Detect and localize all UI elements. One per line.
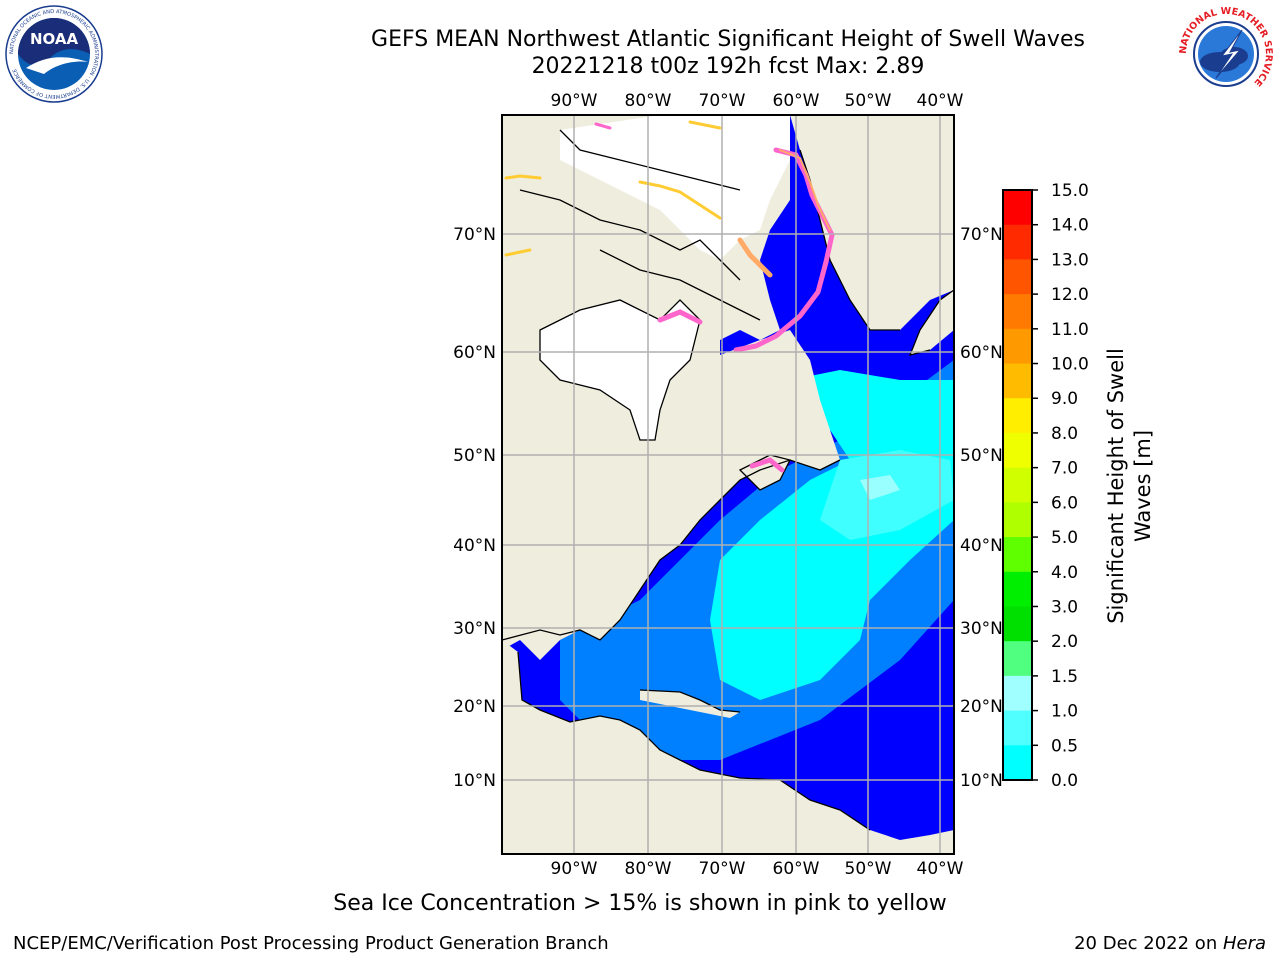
lat-label-left-3: 40°N xyxy=(453,536,496,556)
greenland-land xyxy=(790,115,954,330)
greenland-south-tip xyxy=(910,290,954,355)
lat-label-left-6: 10°N xyxy=(453,771,496,791)
lat-label-right-6: 10°N xyxy=(960,771,1003,791)
colorbar-segment-2 xyxy=(1003,259,1032,295)
colorbar-label-line1: Significant Height of Swell xyxy=(1104,348,1128,624)
chart-title: GEFS MEAN Northwest Atlantic Significant… xyxy=(371,27,1085,52)
colorbar-segment-8 xyxy=(1003,467,1032,503)
colorbar-tick-label-0: 15.0 xyxy=(1051,181,1089,201)
colorbar-tick-label-11: 4.0 xyxy=(1051,563,1078,583)
eastern-north-america-land xyxy=(502,115,840,660)
footer-host: Hera xyxy=(1222,933,1266,954)
latitude-labels-left: 70°N 60°N 50°N 40°N 30°N 20°N 10°N xyxy=(453,225,496,791)
chart-subtitle: 20221218 t00z 192h fcst Max: 2.89 xyxy=(531,54,925,79)
lat-label-right-4: 30°N xyxy=(960,619,1003,639)
footer-date-text: 20 Dec 2022 on xyxy=(1074,933,1223,954)
lon-label-bottom-0: 90°W xyxy=(551,859,598,879)
footer-date: 20 Dec 2022 on Hera xyxy=(1074,933,1266,954)
lon-label-bottom-4: 50°W xyxy=(845,859,892,879)
hudson-bay-ice xyxy=(540,300,700,440)
colorbar-segment-3 xyxy=(1003,294,1032,330)
lat-label-left-2: 50°N xyxy=(453,446,496,466)
lat-label-right-1: 60°N xyxy=(960,343,1003,363)
map-frame xyxy=(501,114,955,855)
longitude-labels-top: 90°W 80°W 70°W 60°W 50°W 40°W xyxy=(551,91,964,111)
colorbar-tick-label-14: 1.5 xyxy=(1051,667,1078,687)
colorbar-segment-14 xyxy=(1003,675,1032,712)
colorbar-segment-11 xyxy=(1003,571,1032,607)
colorbar-tick-label-9: 6.0 xyxy=(1051,493,1078,513)
colorbar-segment-16 xyxy=(1003,745,1032,781)
longitude-labels-bottom: 90°W 80°W 70°W 60°W 50°W 40°W xyxy=(551,859,964,879)
wave-band-15-2 xyxy=(820,450,954,540)
lon-label-top-5: 40°W xyxy=(917,91,964,111)
colorbar-segment-12 xyxy=(1003,606,1032,642)
colorbar-segment-0 xyxy=(1003,190,1032,226)
lat-label-right-2: 50°N xyxy=(960,446,1003,466)
colorbar-tick-label-4: 11.0 xyxy=(1051,320,1089,340)
footer-credit: NCEP/EMC/Verification Post Processing Pr… xyxy=(13,933,609,954)
colorbar-segment-15 xyxy=(1003,710,1032,746)
sea-ice-caption: Sea Ice Concentration > 15% is shown in … xyxy=(333,891,947,916)
colorbar-segment-4 xyxy=(1003,328,1032,365)
lon-label-top-4: 50°W xyxy=(845,91,892,111)
colorbar-tick-label-12: 3.0 xyxy=(1051,597,1078,617)
latitude-labels-right: 70°N 60°N 50°N 40°N 30°N 20°N 10°N xyxy=(960,225,1003,791)
colorbar-tick-label-17: 0.0 xyxy=(1051,771,1078,791)
nws-logo: NATIONAL WEATHER SERVICE xyxy=(1178,6,1274,102)
noaa-logo: NOAA NATIONAL OCEANIC AND ATMOSPHERIC AD… xyxy=(5,5,103,103)
colorbar-segment-7 xyxy=(1003,432,1032,469)
lat-label-right-0: 70°N xyxy=(960,225,1003,245)
colorbar-tick-label-5: 10.0 xyxy=(1051,355,1089,375)
colorbar: 15.0 14.0 13.0 12.0 11.0 10.0 9.0 8.0 7.0 6.0 5.0 4… xyxy=(1002,181,1089,791)
lon-label-bottom-1: 80°W xyxy=(625,859,672,879)
lon-label-top-2: 70°W xyxy=(699,91,746,111)
lon-label-bottom-5: 40°W xyxy=(917,859,964,879)
lon-label-top-0: 90°W xyxy=(551,91,598,111)
lat-label-left-1: 60°N xyxy=(453,343,496,363)
colorbar-tick-label-15: 1.0 xyxy=(1051,702,1078,722)
lat-label-right-5: 20°N xyxy=(960,697,1003,717)
caribbean-islands xyxy=(640,690,740,718)
colorbar-tick-label-6: 9.0 xyxy=(1051,389,1078,409)
lon-label-bottom-3: 60°W xyxy=(773,859,820,879)
svg-text:NOAA: NOAA xyxy=(30,30,79,48)
map-gridlines xyxy=(502,115,954,854)
lat-label-left-5: 20°N xyxy=(453,697,496,717)
lon-label-top-3: 60°W xyxy=(773,91,820,111)
south-america-central-america-land xyxy=(502,640,954,854)
colorbar-segment-5 xyxy=(1003,363,1032,399)
lat-label-left-4: 30°N xyxy=(453,619,496,639)
colorbar-tick-label-1: 14.0 xyxy=(1051,216,1089,236)
colorbar-tick-label-16: 0.5 xyxy=(1051,736,1078,756)
colorbar-segment-13 xyxy=(1003,641,1032,677)
colorbar-tick-label-3: 12.0 xyxy=(1051,285,1089,305)
colorbar-tick-label-13: 2.0 xyxy=(1051,632,1078,652)
colorbar-tick-label-10: 5.0 xyxy=(1051,528,1078,548)
lon-label-top-1: 80°W xyxy=(625,91,672,111)
lat-label-left-0: 70°N xyxy=(453,225,496,245)
colorbar-tick-label-8: 7.0 xyxy=(1051,459,1078,479)
lat-label-right-3: 40°N xyxy=(960,536,1003,556)
wave-band-2-25 xyxy=(860,475,900,500)
colorbar-label-line2: Waves [m] xyxy=(1131,430,1155,542)
colorbar-tick-label-7: 8.0 xyxy=(1051,424,1078,444)
colorbar-tick-label-2: 13.0 xyxy=(1051,250,1089,270)
colorbar-segment-1 xyxy=(1003,224,1032,260)
sea-ice-area xyxy=(560,115,790,260)
lon-label-bottom-2: 70°W xyxy=(699,859,746,879)
colorbar-segment-6 xyxy=(1003,398,1032,434)
colorbar-segment-9 xyxy=(1003,502,1032,538)
colorbar-segment-10 xyxy=(1003,537,1032,573)
colorbar-frame xyxy=(1002,189,1033,781)
